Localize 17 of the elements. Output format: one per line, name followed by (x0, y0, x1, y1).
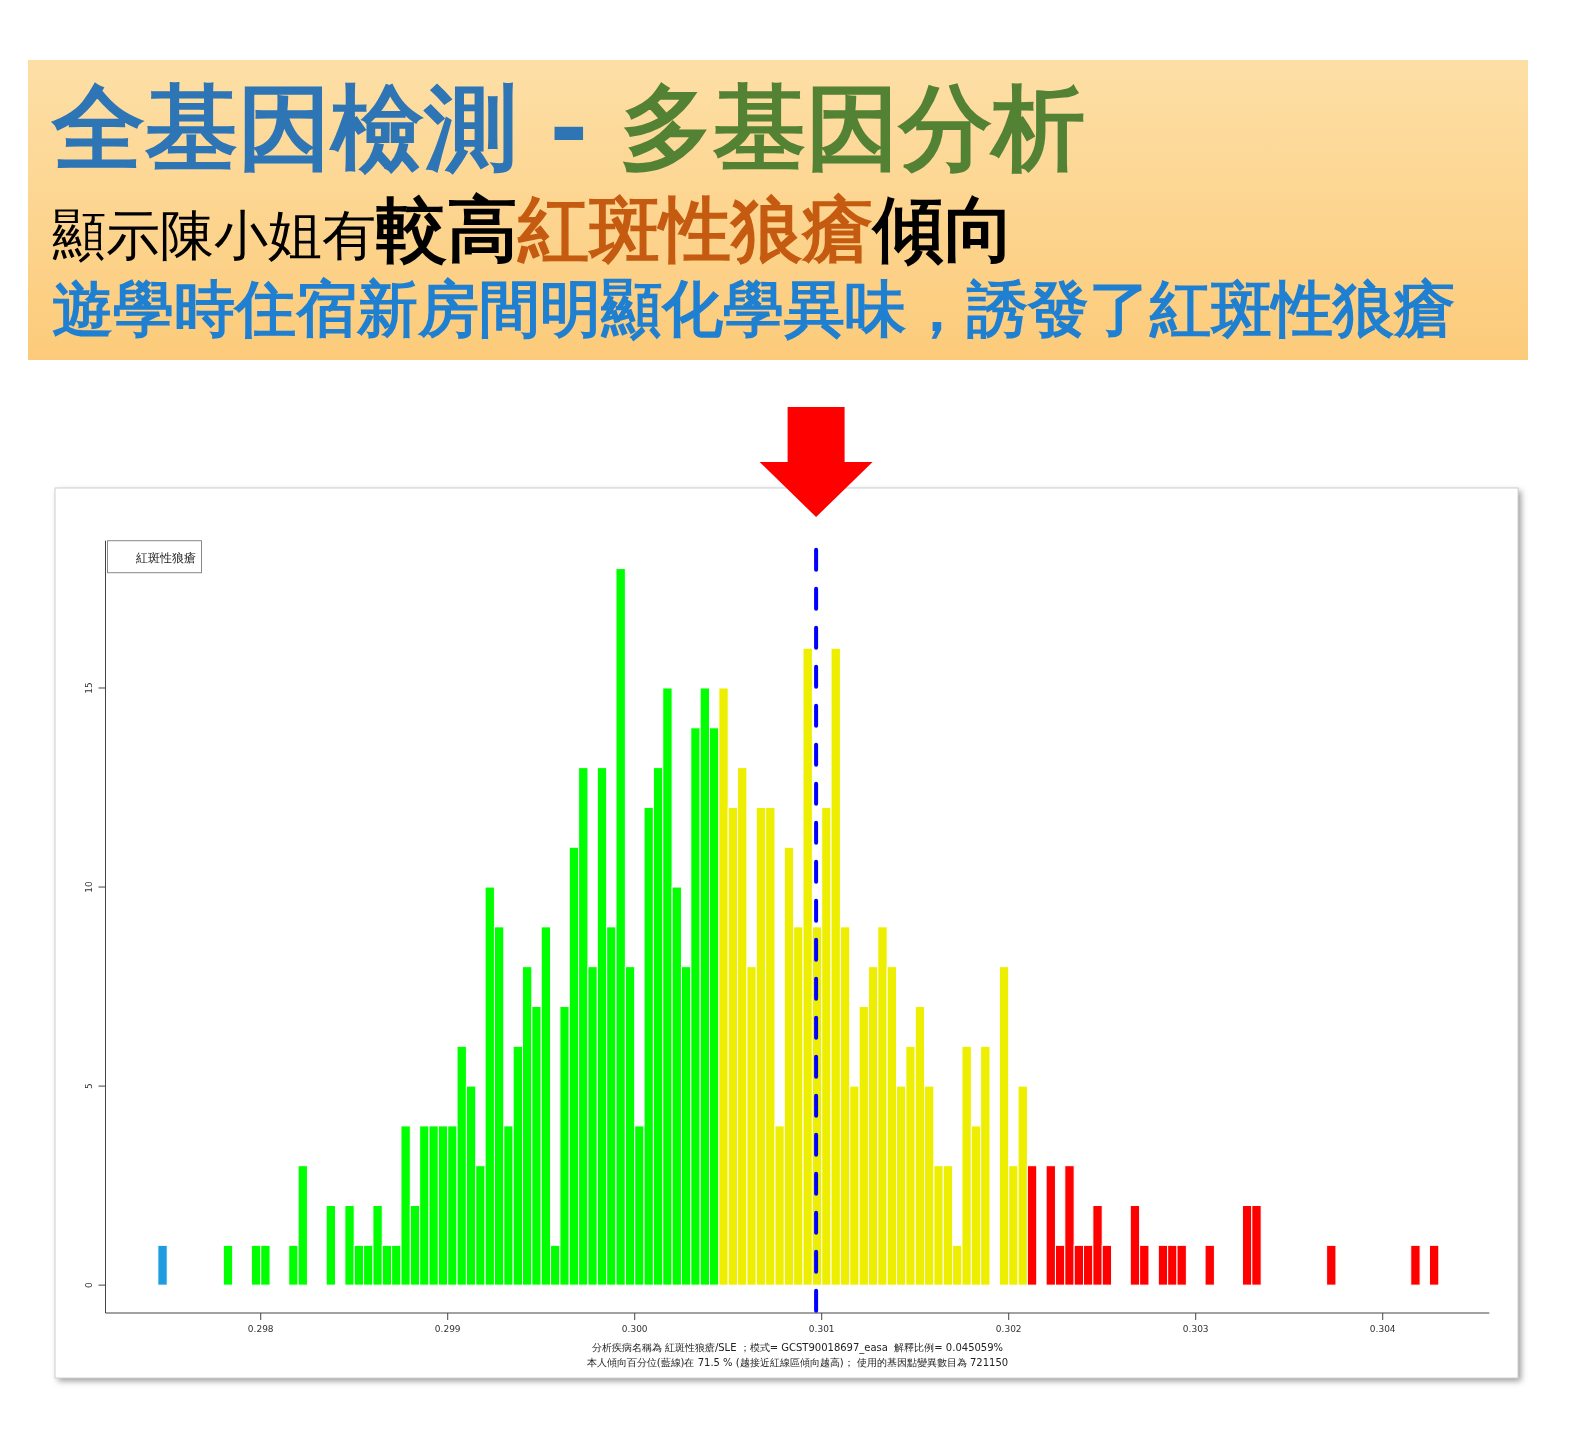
y-tick-label: 5 (84, 1083, 95, 1089)
x-tick-label: 0.302 (995, 1324, 1022, 1334)
x-tick-label: 0.300 (621, 1324, 648, 1334)
x-tick-label: 0.304 (1369, 1324, 1396, 1334)
text: 遊學時住宿新房間明顯化學異味，誘發了紅斑性狼瘡 (52, 273, 1455, 344)
y-tick-label: 15 (84, 682, 95, 694)
chart-subtitle: 顯示陳小姐有較高紅斑性狼瘡傾向 (52, 188, 1015, 271)
y-tick-label: 0 (84, 1282, 95, 1288)
chart-title: 全基因檢測 - 多基因分析 (50, 74, 1086, 182)
x-tick-label: 0.299 (434, 1324, 461, 1334)
x-tick-label: 0.303 (1182, 1324, 1209, 1334)
annotation: 紅斑性狼瘡 (135, 550, 196, 565)
text: 本人傾向百分位(藍線)在 71.5 % (越接近紅線區傾向越高)； 使用的基因點變異數目為 721150 (586, 1357, 1009, 1368)
x-tick-label: 0.301 (808, 1324, 835, 1334)
y-tick-label: 10 (84, 881, 95, 893)
x-tick-label: 0.298 (247, 1324, 274, 1334)
text: 分析疾病名稱為 紅斑性狼瘡/SLE ；模式= GCST90018697_easa 解釋比例= 0.045059% (591, 1342, 1004, 1354)
